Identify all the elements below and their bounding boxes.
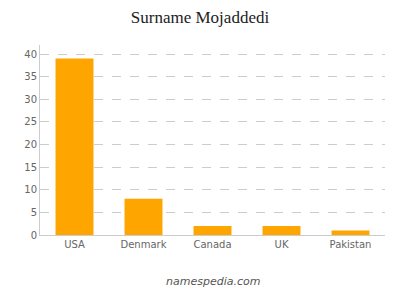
svg-text:USA: USA bbox=[64, 239, 85, 250]
svg-text:Denmark: Denmark bbox=[121, 239, 167, 250]
svg-text:Surname Mojaddedi: Surname Mojaddedi bbox=[131, 8, 270, 27]
svg-text:Canada: Canada bbox=[193, 239, 231, 250]
svg-text:30: 30 bbox=[24, 94, 37, 105]
svg-text:UK: UK bbox=[275, 239, 289, 250]
svg-text:5: 5 bbox=[31, 207, 37, 218]
svg-text:namespedia.com: namespedia.com bbox=[166, 275, 260, 288]
svg-text:35: 35 bbox=[24, 71, 37, 82]
svg-text:10: 10 bbox=[24, 184, 37, 195]
svg-text:20: 20 bbox=[24, 139, 37, 150]
svg-text:40: 40 bbox=[24, 49, 37, 60]
svg-text:0: 0 bbox=[31, 230, 37, 241]
svg-text:15: 15 bbox=[24, 162, 37, 173]
svg-text:25: 25 bbox=[24, 116, 37, 127]
svg-text:Pakistan: Pakistan bbox=[330, 239, 372, 250]
